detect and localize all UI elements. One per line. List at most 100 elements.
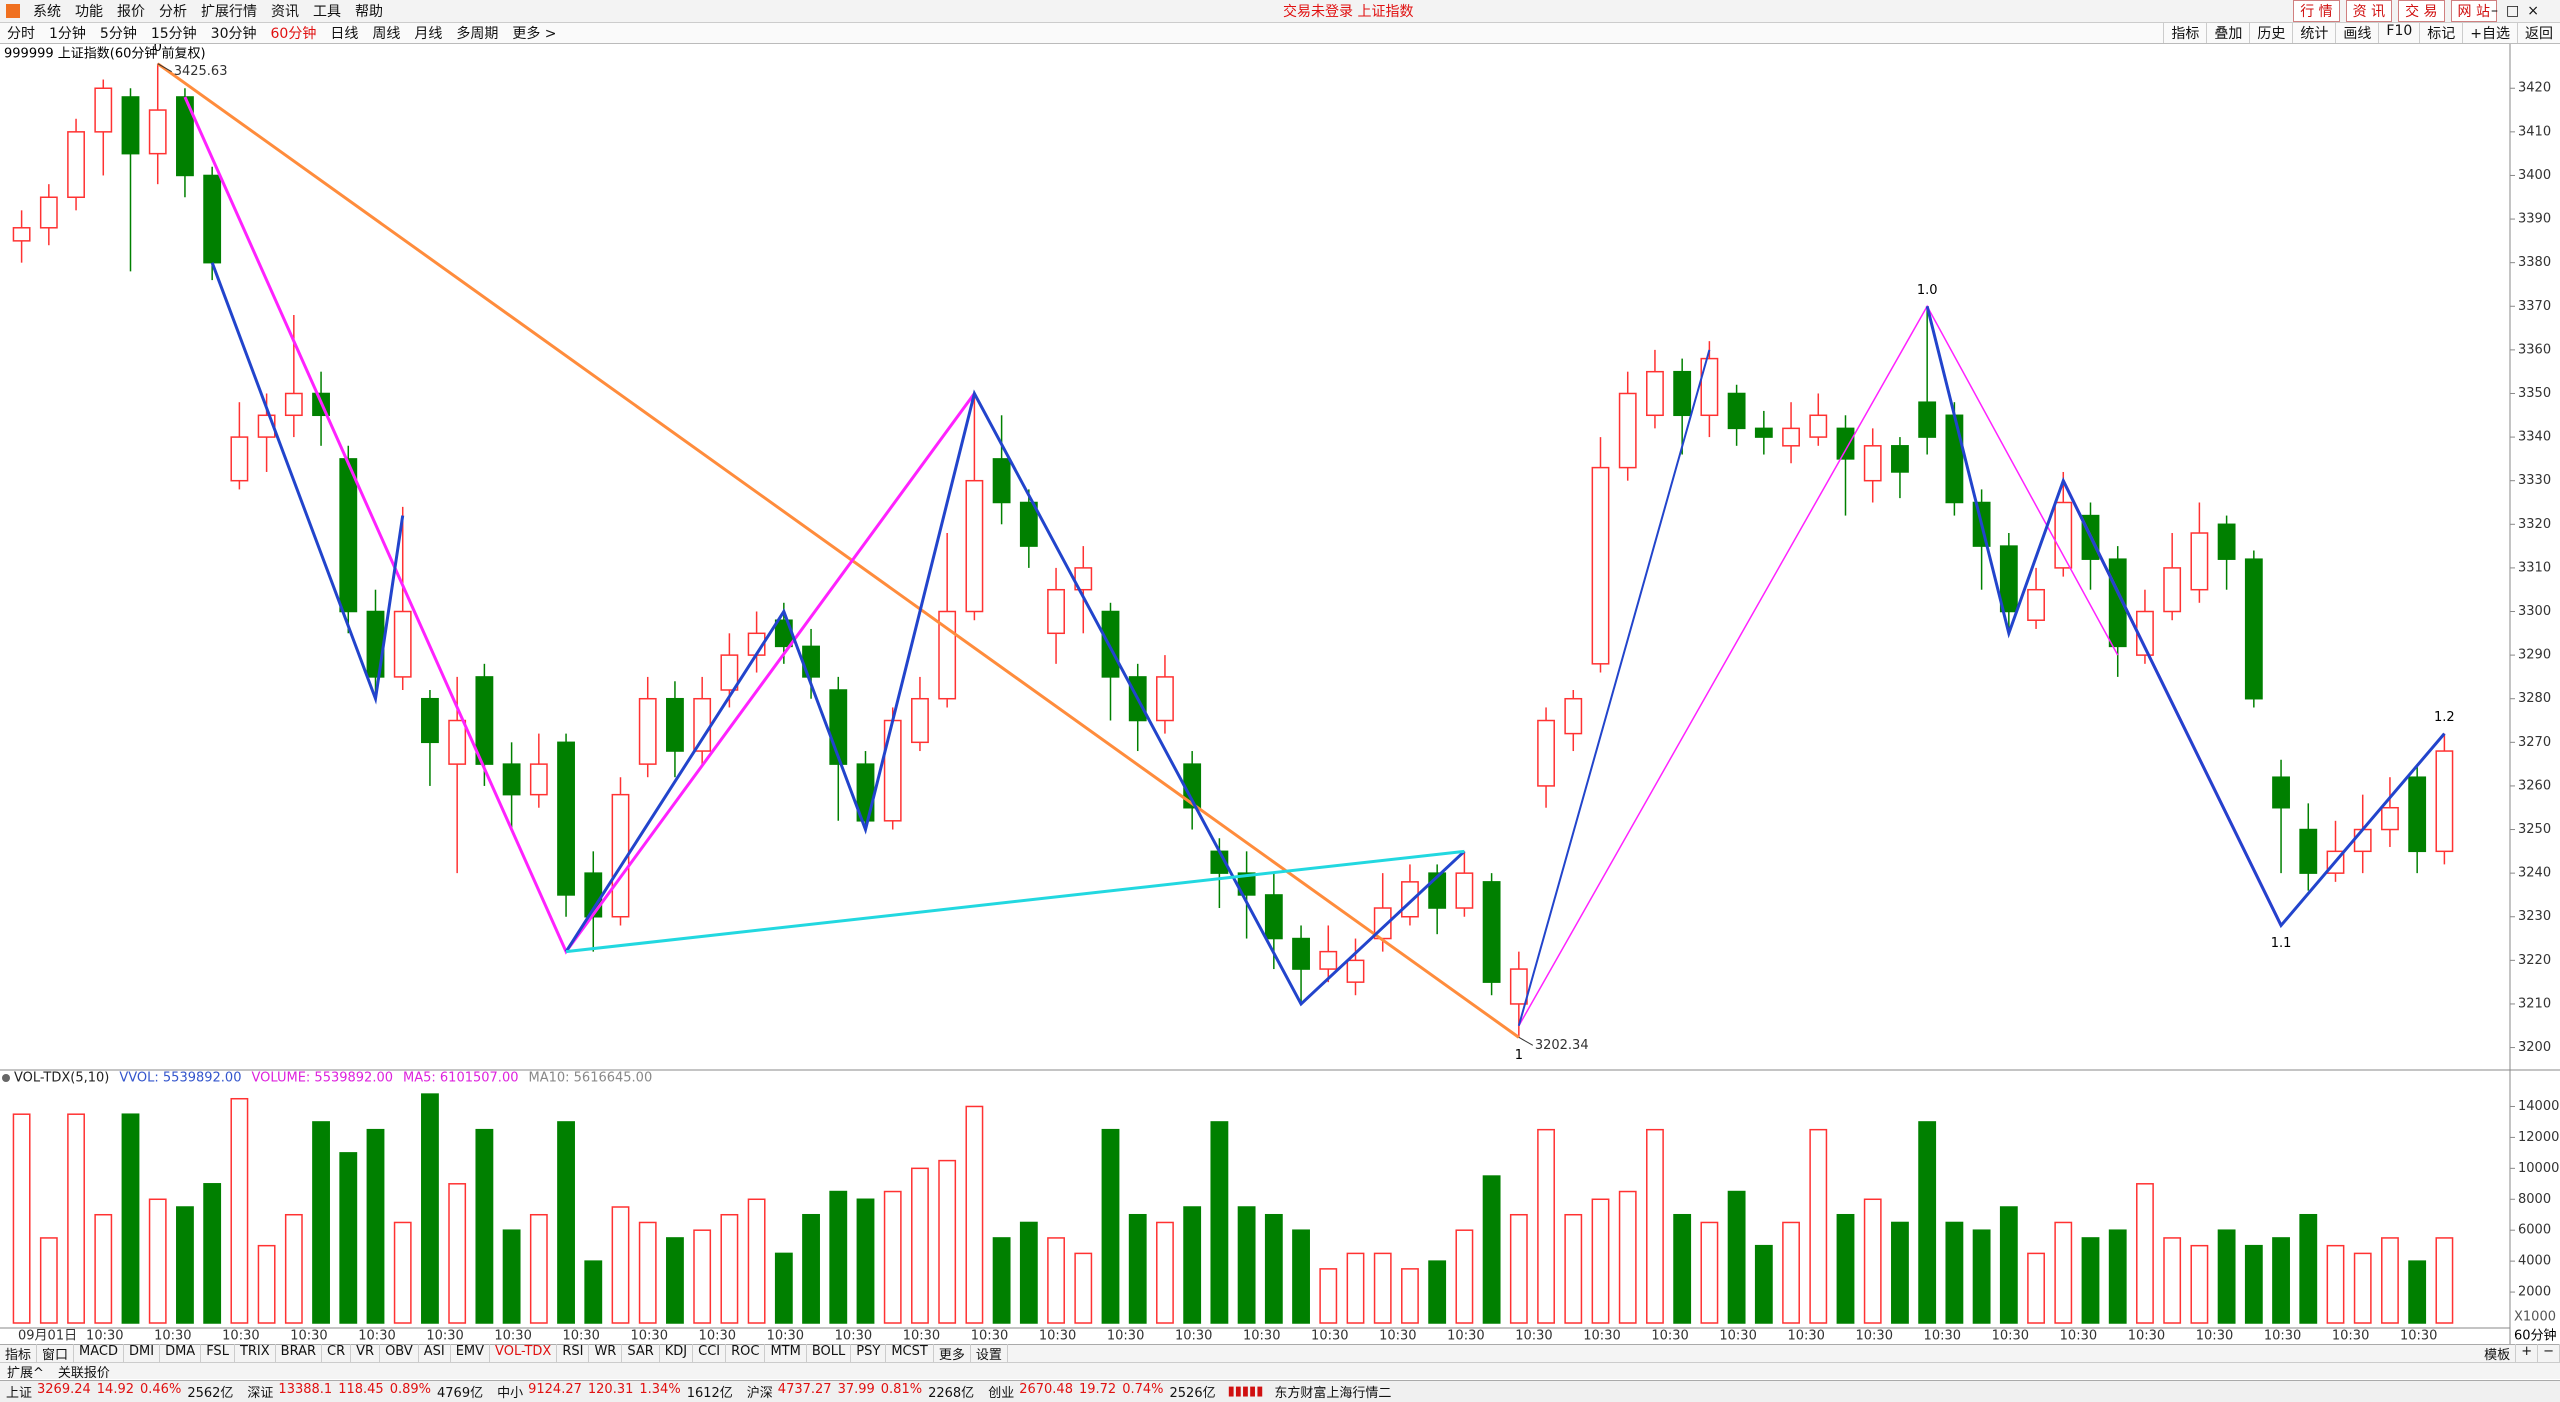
menu-item[interactable]: 工具	[313, 4, 341, 20]
menu-item[interactable]: 资讯	[271, 4, 299, 20]
y-tick-label: 6000	[2518, 1223, 2551, 1238]
indicator-tab[interactable]: MACD	[74, 1344, 124, 1363]
window-controls[interactable]: –□×	[2491, 3, 2547, 19]
indicator-tab[interactable]: MTM	[765, 1344, 807, 1363]
center-title: 交易未登录 上证指数	[1283, 4, 1414, 20]
menu-item[interactable]: 分析	[159, 4, 187, 20]
tab-right-button[interactable]: 模板	[2479, 1344, 2517, 1363]
volume-bar	[2272, 1237, 2290, 1324]
indicator-tab[interactable]: CCI	[693, 1344, 727, 1363]
x-tick-label: 10:30	[2264, 1329, 2301, 1344]
indicator-tab[interactable]: BOLL	[807, 1344, 852, 1363]
volume-header: MA10: 5616645.00	[528, 1071, 652, 1086]
period-button[interactable]: 月线	[414, 26, 443, 42]
period-button[interactable]: 60分钟	[270, 26, 317, 42]
tab-right-button[interactable]: −	[2538, 1344, 2560, 1363]
candle-body	[1264, 894, 1283, 940]
indicator-tab[interactable]: MCST	[886, 1344, 934, 1363]
menu-item[interactable]: 扩展行情	[201, 4, 257, 20]
index-change: 118.45	[338, 1382, 384, 1397]
indicator-tab[interactable]: DMI	[124, 1344, 161, 1363]
candle-body	[1292, 937, 1310, 970]
tab-right-button[interactable]: +	[2516, 1344, 2539, 1363]
volume-bar	[1972, 1229, 1991, 1324]
indicator-tab[interactable]: SAR	[622, 1344, 660, 1363]
top-button[interactable]: 资 讯	[2345, 0, 2393, 22]
volume-bar	[230, 1097, 249, 1324]
volume-bar	[176, 1206, 194, 1324]
volume-bar	[802, 1213, 820, 1324]
tab-items: 指标 窗口 MACD DMI DMA FSL TRIX BRAR CR VR OBV ASI EMV VO…	[0, 1344, 1008, 1363]
indicator-tab[interactable]: DMA	[160, 1344, 202, 1363]
indicator-tab[interactable]: TRIX	[235, 1344, 276, 1363]
tool-button[interactable]: 历史	[2249, 23, 2292, 43]
volume-bar	[2244, 1244, 2263, 1324]
x-tick-label: 10:30	[86, 1329, 123, 1344]
volume-bar	[529, 1213, 548, 1324]
indicator-tab[interactable]: FSL	[201, 1344, 235, 1363]
candle-body	[1646, 370, 1664, 417]
candle-body	[67, 131, 85, 199]
candle-body	[393, 610, 412, 678]
indicator-tab[interactable]: 设置	[971, 1344, 1008, 1363]
tool-button[interactable]: 统计	[2292, 23, 2335, 43]
period-button[interactable]: 周线	[372, 26, 401, 42]
indicator-tab[interactable]: 窗口	[37, 1344, 75, 1363]
tool-button[interactable]: 标记	[2419, 23, 2462, 43]
top-button[interactable]: 行 情	[2293, 0, 2340, 22]
indicator-tab[interactable]: KDJ	[660, 1344, 694, 1363]
tool-button[interactable]: 叠加	[2206, 23, 2249, 43]
volume-bar	[475, 1128, 494, 1324]
indicator-tab[interactable]: ASI	[419, 1344, 451, 1363]
candle-body	[1564, 697, 1583, 735]
x-tick-label: 10:30	[222, 1329, 259, 1344]
indicator-tab[interactable]: WR	[589, 1344, 623, 1363]
period-button[interactable]: 15分钟	[150, 26, 197, 42]
sub-tab[interactable]: 关联报价	[57, 1365, 110, 1381]
volume-bar	[12, 1113, 31, 1324]
period-button[interactable]: 更多 >	[512, 26, 557, 42]
volume-bar	[393, 1221, 412, 1324]
period-button[interactable]: 多周期	[456, 26, 499, 42]
x-tick-label: 10:30	[2128, 1329, 2165, 1344]
x-tick-label: 10:30	[1175, 1329, 1212, 1344]
menu-item[interactable]: 功能	[75, 4, 103, 20]
sub-tab[interactable]: 扩展^	[7, 1365, 44, 1381]
top-button[interactable]: 网 站	[2450, 0, 2497, 22]
period-button[interactable]: 日线	[330, 26, 359, 42]
indicator-tab[interactable]: EMV	[451, 1344, 491, 1363]
volume-bar	[1401, 1268, 1419, 1324]
volume-bar	[584, 1260, 603, 1324]
tool-button[interactable]: 指标	[2163, 23, 2206, 43]
y-tick-label: 3310	[2518, 560, 2551, 575]
indicator-tab[interactable]: OBV	[380, 1344, 419, 1363]
period-button[interactable]: 分时	[7, 26, 35, 42]
indicator-tab[interactable]: RSI	[557, 1344, 590, 1363]
tool-button[interactable]: 返回	[2517, 23, 2560, 43]
index-value: 3269.24	[37, 1382, 91, 1397]
tool-button[interactable]: F10	[2378, 23, 2419, 43]
menu-item[interactable]: 报价	[117, 4, 145, 20]
volume-bar	[1346, 1252, 1365, 1324]
indicator-tab[interactable]: BRAR	[276, 1344, 323, 1363]
menu-item[interactable]: 帮助	[355, 4, 383, 20]
indicator-tab[interactable]: VOL-TDX	[490, 1344, 558, 1363]
volume-bar	[1999, 1206, 2018, 1324]
sub-tabs: 扩展^ 关联报价	[0, 1362, 2560, 1381]
candle-body	[1537, 719, 1555, 787]
top-button[interactable]: 交 易	[2398, 0, 2445, 22]
tool-button[interactable]: 画线	[2335, 23, 2378, 43]
indicator-tab[interactable]: CR	[322, 1344, 352, 1363]
indicator-tab[interactable]: 更多	[934, 1344, 971, 1363]
tool-button[interactable]: +自选	[2462, 23, 2517, 43]
indicator-tab[interactable]: ROC	[726, 1344, 766, 1363]
period-button[interactable]: 1分钟	[49, 26, 86, 42]
menu-item[interactable]: 系统	[33, 4, 61, 20]
period-button[interactable]: 5分钟	[99, 26, 137, 42]
volume-bar	[1836, 1213, 1855, 1324]
volume-bar	[1945, 1221, 1964, 1324]
indicator-tab[interactable]: PSY	[851, 1344, 887, 1363]
period-button[interactable]: 30分钟	[210, 26, 257, 42]
indicator-tab[interactable]: VR	[351, 1344, 381, 1363]
indicator-tab[interactable]: 指标	[0, 1344, 38, 1363]
